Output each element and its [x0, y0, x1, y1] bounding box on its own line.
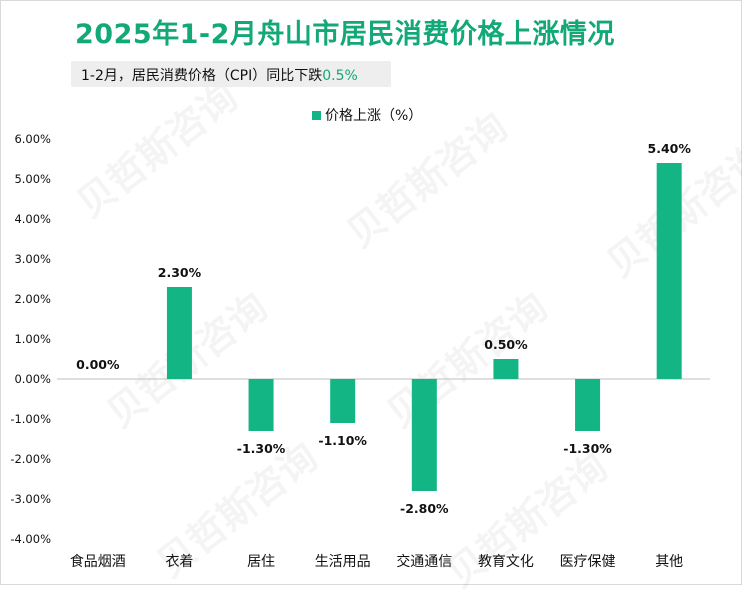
y-tick-label: 1.00%	[14, 332, 51, 346]
category-label: 交通通信	[396, 553, 452, 570]
bar	[166, 287, 192, 379]
y-tick-label: 6.00%	[14, 132, 51, 146]
value-label: -1.10%	[318, 433, 367, 448]
y-tick-label: -4.00%	[10, 532, 51, 546]
y-tick-label: -1.00%	[10, 412, 51, 426]
category-label: 衣着	[165, 554, 193, 570]
chart-title: 2025年1-2月舟山市居民消费价格上涨情况	[75, 19, 615, 50]
value-label: 0.50%	[484, 337, 528, 352]
bar	[411, 379, 437, 491]
value-label: 0.00%	[76, 357, 120, 372]
bar	[330, 379, 356, 423]
bar-chart: 6.00% 5.00% 4.00% 3.00% 2.00% 1.00% 0.00% -1.00…	[10, 108, 710, 570]
value-label: 5.40%	[648, 141, 692, 156]
value-label: -2.80%	[400, 501, 449, 516]
y-tick-label: 0.00%	[14, 372, 51, 386]
category-label: 生活用品	[315, 554, 371, 570]
value-label: 2.30%	[158, 265, 202, 280]
y-tick-label: 2.00%	[14, 292, 51, 306]
chart-frame	[0, 0, 742, 585]
bar	[248, 379, 274, 431]
bar	[493, 359, 519, 379]
subtitle-highlight: 0.5%	[322, 68, 358, 84]
value-label: -1.30%	[237, 441, 286, 456]
bar	[656, 163, 682, 379]
legend-label: 价格上涨（%）	[325, 108, 422, 124]
subtitle-text: 1-2月，居民消费价格（CPI）同比下跌	[81, 68, 323, 84]
category-label: 居住	[247, 554, 275, 570]
y-tick-label: 4.00%	[14, 212, 51, 226]
category-label: 其他	[655, 554, 683, 570]
category-label: 教育文化	[478, 554, 534, 570]
category-label: 食品烟酒	[70, 553, 126, 570]
legend-swatch	[312, 111, 321, 120]
value-label: -1.30%	[563, 441, 612, 456]
y-tick-label: -3.00%	[10, 492, 51, 506]
category-label: 医疗保健	[560, 554, 616, 570]
y-tick-label: 5.00%	[14, 172, 51, 186]
y-tick-label: -2.00%	[10, 452, 51, 466]
y-tick-label: 3.00%	[14, 252, 51, 266]
subtitle-box: 1-2月，居民消费价格（CPI）同比下跌0.5%	[71, 61, 391, 87]
subtitle: 1-2月，居民消费价格（CPI）同比下跌0.5%	[81, 65, 358, 85]
bar	[575, 379, 601, 431]
